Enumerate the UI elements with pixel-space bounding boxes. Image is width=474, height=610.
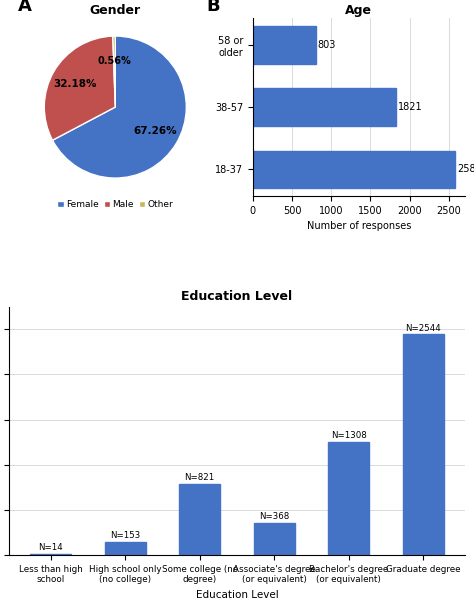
Text: A: A <box>18 0 32 15</box>
Bar <box>179 484 220 555</box>
Bar <box>253 151 456 188</box>
Bar <box>30 554 71 555</box>
Text: 1821: 1821 <box>398 102 422 112</box>
Bar <box>328 442 369 555</box>
Title: Education Level: Education Level <box>182 290 292 303</box>
Text: 2584: 2584 <box>457 164 474 174</box>
Wedge shape <box>53 36 186 178</box>
Bar <box>253 26 316 63</box>
X-axis label: Education Level: Education Level <box>196 590 278 600</box>
Bar <box>253 88 396 126</box>
Wedge shape <box>113 36 115 107</box>
Title: Age: Age <box>345 4 372 17</box>
Text: 67.26%: 67.26% <box>133 126 177 136</box>
Text: N=2544: N=2544 <box>405 323 441 332</box>
Text: 803: 803 <box>318 40 336 50</box>
Text: 32.18%: 32.18% <box>54 79 97 89</box>
Text: N=14: N=14 <box>38 543 63 552</box>
Bar <box>254 523 295 555</box>
Wedge shape <box>44 36 115 140</box>
Text: N=368: N=368 <box>259 512 290 522</box>
Text: B: B <box>206 0 220 15</box>
X-axis label: Number of responses: Number of responses <box>307 221 411 231</box>
Bar <box>105 542 146 555</box>
Legend: Female, Male, Other: Female, Male, Other <box>54 196 177 213</box>
Text: N=1308: N=1308 <box>331 431 367 440</box>
Bar <box>403 334 444 555</box>
Text: 0.56%: 0.56% <box>98 56 131 66</box>
Text: N=153: N=153 <box>110 531 140 540</box>
Title: Gender: Gender <box>90 4 141 17</box>
Text: N=821: N=821 <box>184 473 215 482</box>
